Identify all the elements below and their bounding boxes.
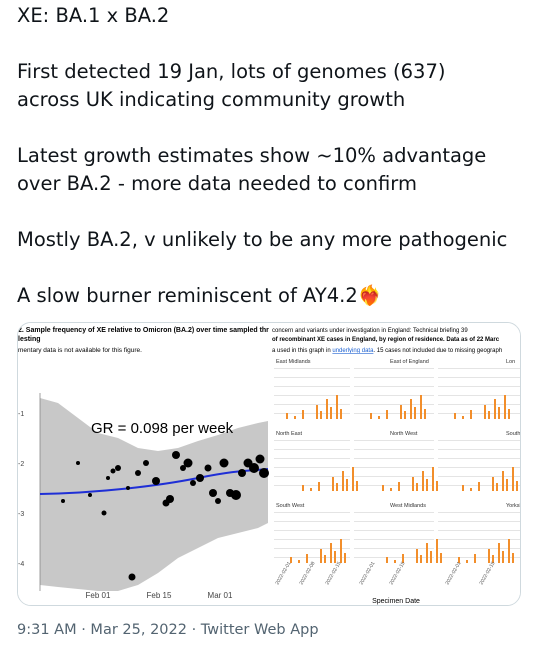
x-tick-label: Mar 01 — [208, 591, 233, 600]
tweet-line: A slow burner reminiscent of AY4.2❤️‍🔥 — [17, 284, 383, 307]
annotation: GR = 0.098 per week — [91, 420, 234, 437]
figure-title: 2. Sample frequency of XE relative to Om… — [18, 327, 269, 334]
tweet-line: XE: BA.1 x BA.2 — [17, 4, 170, 27]
y-tick-label: -1 — [18, 411, 24, 418]
panel-label: South West — [276, 503, 305, 509]
panel-label: Lon — [506, 359, 515, 365]
figure-note: mentary data is not available for this f… — [18, 347, 142, 354]
note-part: . 15 cases not included due to missing g… — [373, 348, 502, 354]
panel-label: North West — [390, 431, 418, 437]
tweet-text: XE: BA.1 x BA.2 First detected 19 Jan, lo… — [17, 2, 532, 310]
panel-label: East Midlands — [276, 359, 311, 365]
x-tick-label: Feb 01 — [86, 591, 111, 600]
tweet-paragraph: First detected 19 Jan, lots of genomes (… — [17, 58, 532, 114]
x-tick-label: Feb 15 — [147, 591, 172, 600]
figure-note: a used in this graph in underlying data.… — [272, 348, 502, 354]
image-left[interactable]: 2. Sample frequency of XE relative to Om… — [18, 323, 270, 606]
tweet-line: Mostly BA.2, v unlikely to be any more p… — [17, 228, 508, 251]
panel-label: South — [506, 431, 520, 437]
tweet-paragraph: Latest growth estimates show ~10% advant… — [17, 142, 532, 198]
tweet-meta: 9:31 AM · Mar 25, 2022 · Twitter Web App — [17, 622, 319, 638]
tweet-media[interactable]: 2. Sample frequency of XE relative to Om… — [17, 322, 521, 606]
note-part: a used in this graph in — [272, 348, 332, 354]
tweet-paragraph: Mostly BA.2, v unlikely to be any more p… — [17, 226, 532, 254]
tweet-line: First detected 19 Jan, lots of genomes (… — [17, 60, 446, 83]
panel-label: East of England — [390, 359, 429, 365]
y-tick-label: -2 — [18, 461, 24, 468]
figure-title: concern and variants under investigation… — [272, 328, 468, 334]
link[interactable]: underlying data — [332, 348, 374, 354]
tweet-line: Latest growth estimates show ~10% advant… — [17, 144, 487, 167]
figure-title: of recombinant XE cases in England, by r… — [272, 337, 500, 343]
y-tick-label: -3 — [18, 511, 24, 518]
y-tick-label: -4 — [18, 561, 24, 568]
image-right[interactable]: 2022-02-01 2022-02-08 2022-02-15 2022-02-0… — [272, 323, 521, 606]
figure-title: lesting — [18, 336, 41, 343]
tweet-paragraph: XE: BA.1 x BA.2 — [17, 2, 532, 30]
panel-label: Yorkshire a — [506, 503, 521, 509]
x-axis-label: Specimen Date — [372, 598, 420, 605]
tweet-line: across UK indicating community growth — [17, 88, 406, 111]
tweet-paragraph: A slow burner reminiscent of AY4.2❤️‍🔥 — [17, 282, 532, 310]
panel-label: West Midlands — [390, 503, 426, 509]
tweet-line: over BA.2 - more data needed to confirm — [17, 172, 417, 195]
panel-label: North East — [276, 431, 302, 437]
